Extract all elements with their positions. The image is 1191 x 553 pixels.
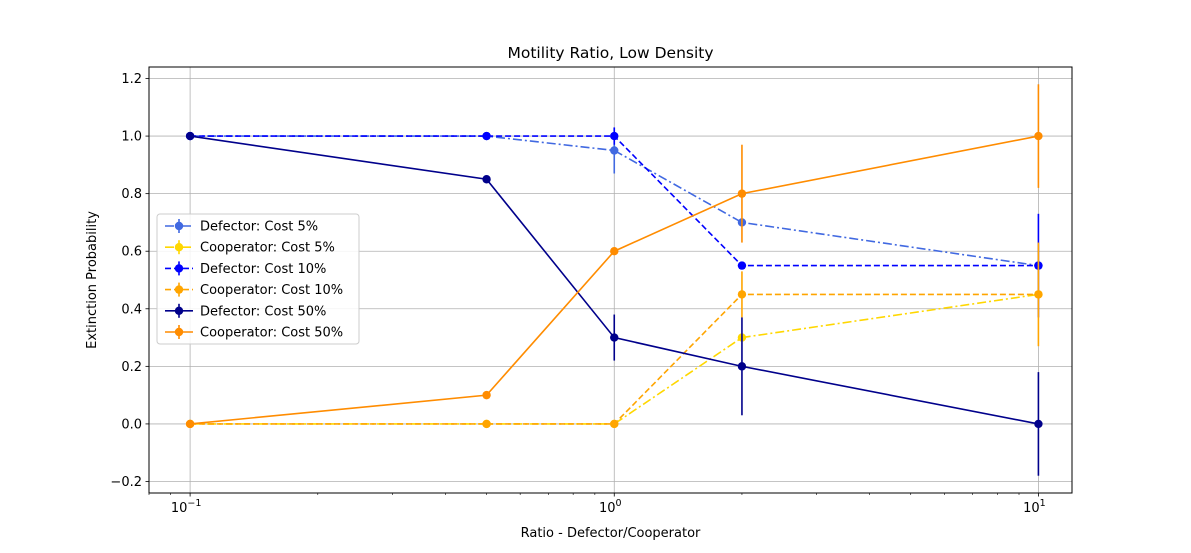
data-point bbox=[610, 419, 619, 429]
data-point bbox=[482, 175, 491, 184]
data-point bbox=[1034, 290, 1043, 299]
legend-box bbox=[156, 213, 360, 345]
data-point bbox=[482, 131, 491, 141]
plot-frame bbox=[148, 66, 1073, 494]
legend-marker bbox=[174, 243, 184, 252]
data-point bbox=[610, 247, 619, 256]
legend: Defector: Cost 5% Cooperator: Cost 5% Defe… bbox=[156, 213, 360, 345]
data-point bbox=[185, 131, 195, 141]
data-point bbox=[482, 419, 491, 429]
legend-marker bbox=[174, 221, 184, 231]
legend-marker bbox=[174, 306, 184, 315]
data-point bbox=[737, 189, 747, 198]
y-tick-label: 1.0 bbox=[121, 130, 142, 145]
data-point bbox=[737, 290, 747, 299]
data-point bbox=[610, 146, 619, 155]
y-tick-label: 0.6 bbox=[121, 245, 142, 260]
legend-label: Cooperator: Cost 5% bbox=[200, 241, 335, 256]
y-axis-label: Extinction Probability bbox=[85, 211, 100, 349]
legend-label: Defector: Cost 50% bbox=[200, 304, 326, 319]
legend-entry: Defector: Cost 5% bbox=[165, 219, 318, 235]
legend-label: Cooperator: Cost 10% bbox=[200, 283, 343, 298]
legend-label: Defector: Cost 10% bbox=[200, 262, 326, 277]
x-tick-label: 10−1 bbox=[171, 498, 202, 516]
y-tick-label: 0.8 bbox=[121, 187, 142, 202]
x-tick-label: 101 bbox=[1023, 498, 1046, 516]
data-point bbox=[737, 362, 747, 371]
y-tick-label: 0.0 bbox=[121, 417, 142, 432]
legend-entry: Defector: Cost 10% bbox=[165, 261, 326, 277]
legend-entry: Cooperator: Cost 5% bbox=[165, 240, 335, 256]
data-point bbox=[737, 261, 747, 270]
series-6 bbox=[185, 84, 1043, 429]
y-tick-label: 0.4 bbox=[121, 302, 142, 317]
series-line bbox=[190, 135, 1039, 267]
data-point bbox=[1034, 131, 1043, 141]
legend-entry: Cooperator: Cost 10% bbox=[165, 282, 343, 298]
y-tick-label: −0.2 bbox=[110, 475, 142, 490]
x-axis-label: Ratio - Defector/Cooperator bbox=[521, 526, 701, 541]
y-tick-label: 1.2 bbox=[121, 72, 142, 87]
legend-marker bbox=[174, 264, 184, 273]
legend-marker bbox=[174, 327, 184, 337]
x-tick-label: 100 bbox=[599, 498, 622, 516]
data-point bbox=[1034, 419, 1043, 429]
axis-ticks: −0.2 0.0 0.2 0.4 0.6 0.8 1.0 1.2 10−1 100 101 bbox=[110, 72, 1045, 516]
data-point bbox=[610, 333, 619, 342]
data-point bbox=[185, 419, 195, 429]
legend-entry: Cooperator: Cost 50% bbox=[165, 325, 343, 341]
series-5 bbox=[185, 131, 1043, 476]
data-point bbox=[610, 131, 619, 141]
data-point bbox=[482, 390, 491, 400]
legend-marker bbox=[174, 285, 184, 294]
chart-title: Motility Ratio, Low Density bbox=[507, 44, 713, 62]
legend-label: Cooperator: Cost 50% bbox=[200, 326, 343, 341]
series-group bbox=[185, 84, 1043, 476]
legend-entry: Defector: Cost 50% bbox=[165, 303, 326, 319]
y-tick-label: 0.2 bbox=[121, 360, 142, 375]
legend-label: Defector: Cost 5% bbox=[200, 220, 318, 235]
